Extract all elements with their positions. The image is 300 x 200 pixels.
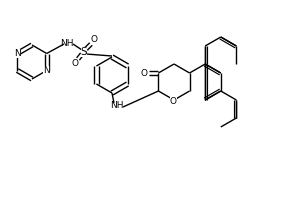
Text: NH: NH [110,102,124,110]
Text: O: O [91,36,98,45]
Text: N: N [43,66,50,75]
Text: S: S [81,47,87,57]
Text: O: O [141,68,148,77]
Text: O: O [169,97,176,106]
Text: N: N [14,49,21,58]
Text: O: O [71,58,79,68]
Text: NH: NH [60,40,74,48]
